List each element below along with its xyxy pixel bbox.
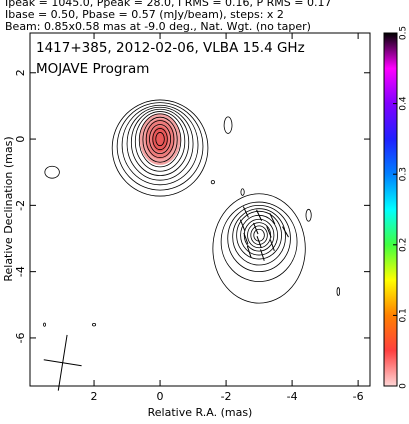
evpa-vector	[269, 212, 276, 225]
contour	[305, 208, 312, 222]
annotation: MOJAVE Program	[36, 61, 149, 77]
annotation: 1417+385, 2012-02-06, VLBA 15.4 GHz	[36, 40, 305, 56]
contour	[138, 113, 182, 168]
contour	[250, 225, 268, 245]
colorbar-tick-label: 0.4	[399, 96, 409, 111]
x-axis-label: Relative R.A. (mas)	[148, 406, 253, 419]
contour	[236, 210, 282, 260]
contour	[240, 188, 245, 196]
colorbar-tick-label: 0	[399, 383, 409, 389]
contour	[142, 116, 178, 163]
contour	[134, 111, 186, 172]
evpa-vector	[243, 232, 249, 245]
evpa-vector	[269, 239, 275, 251]
header-line: Ibase = 0.50, Pbase = 0.57 (mJy/beam), s…	[5, 8, 284, 21]
contour	[232, 208, 286, 266]
contour	[227, 204, 291, 273]
y-axis-label: Relative Declination (mas)	[2, 136, 15, 281]
contour	[130, 108, 190, 176]
contour	[220, 201, 298, 282]
x-tick-label: 0	[157, 390, 164, 403]
evpa-vector	[253, 222, 259, 235]
evpa-vector	[242, 206, 249, 218]
colorbar-tick-label: 0.3	[399, 167, 409, 181]
contour	[336, 287, 341, 296]
contour	[155, 132, 165, 147]
contour	[152, 128, 168, 151]
header-line: Beam: 0.85x0.58 mas at -9.0 deg., Nat. W…	[5, 20, 311, 33]
contour	[223, 116, 233, 134]
plot-frame	[29, 32, 371, 387]
evpa-vector	[239, 219, 246, 231]
evpa-vector	[246, 245, 252, 258]
contour	[91, 322, 97, 327]
y-tick-label: 0	[14, 136, 27, 143]
evpa-vector	[266, 226, 272, 238]
colorbar	[383, 32, 398, 387]
contour	[240, 214, 278, 256]
contour	[149, 124, 172, 155]
y-tick-label: -2	[14, 200, 27, 211]
y-tick-label: 2	[14, 69, 27, 76]
header-line: Ipeak = 1045.0, Ppeak = 28.0, I RMS = 0.…	[5, 0, 332, 9]
x-tick-label: -6	[353, 390, 364, 403]
y-tick-label: -6	[14, 332, 27, 343]
x-tick-label: 2	[91, 390, 98, 403]
colorbar-tick-label: 0.1	[399, 308, 409, 322]
contour	[253, 228, 265, 242]
colorbar-tick-label: 0.2	[399, 238, 409, 252]
evpa-vector	[256, 209, 263, 221]
contour	[145, 120, 175, 159]
contour	[43, 322, 46, 327]
y-tick-label: -4	[14, 266, 27, 277]
contour	[212, 193, 306, 304]
contour	[210, 180, 215, 185]
colorbar-tick-label: 0.5	[399, 26, 409, 40]
contour	[126, 106, 194, 181]
contour	[111, 99, 209, 197]
contour	[116, 102, 204, 191]
contour	[121, 104, 199, 186]
evpa-vector	[256, 236, 262, 248]
beam	[43, 334, 82, 391]
x-tick-label: -4	[287, 390, 298, 403]
contour	[243, 218, 275, 252]
contour	[44, 165, 60, 179]
evpa-vector	[260, 249, 265, 261]
pol-intensity	[151, 126, 169, 152]
x-tick-label: -2	[221, 390, 232, 403]
evpa-vector	[282, 226, 289, 238]
beam-minor	[43, 359, 82, 367]
